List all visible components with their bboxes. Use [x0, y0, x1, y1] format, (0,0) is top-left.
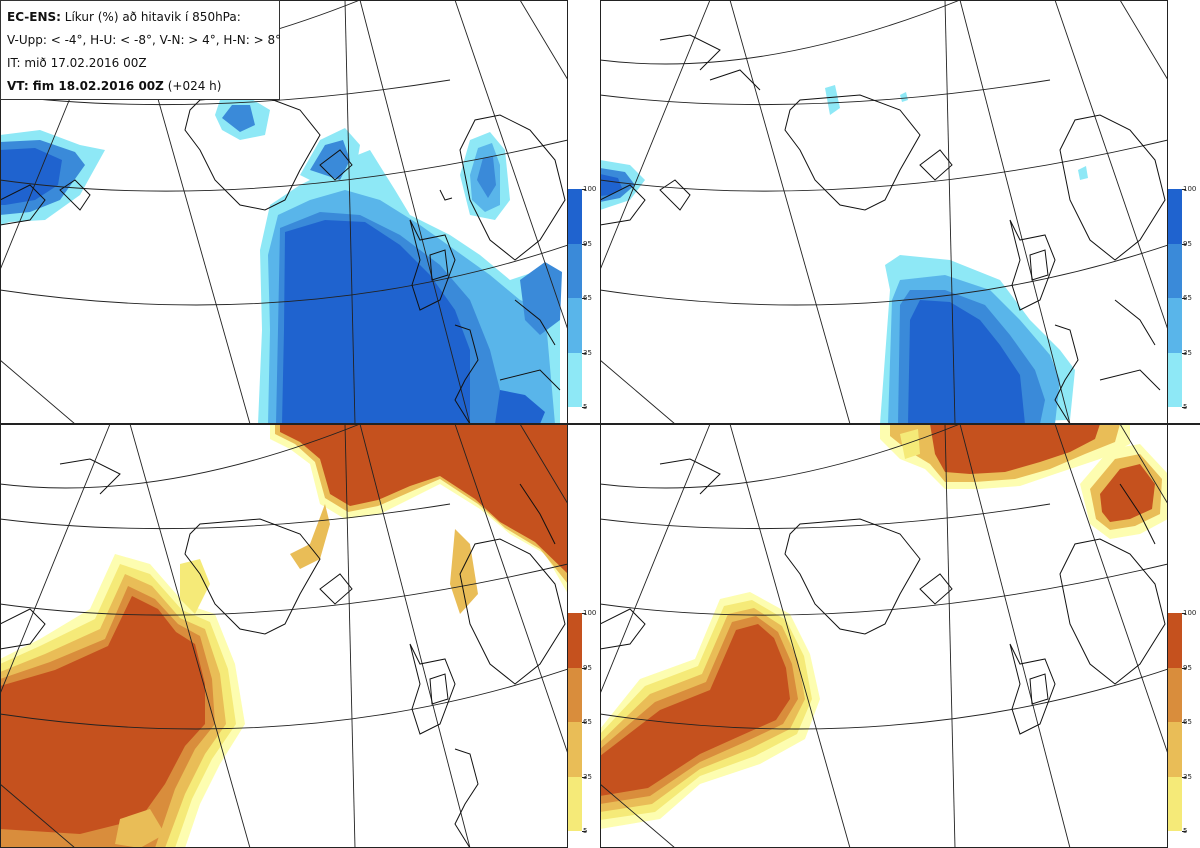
colorbar-tick-label: 65 — [1183, 294, 1192, 302]
probability-map-warm-strong — [600, 424, 1168, 848]
colorbar-segment — [1168, 776, 1182, 831]
colorbar-cold-top-left: 100 95 65 35 5 — [568, 185, 596, 411]
colorbar-segment — [568, 613, 582, 668]
valid-time-line: VT: fim 18.02.2016 00Z (+024 h) — [7, 75, 279, 98]
colorbar-segment — [1168, 352, 1182, 407]
map-panel-warm-moderate — [0, 424, 568, 848]
colorbar-cold-top-right: 100 95 65 35 5 — [1168, 185, 1196, 411]
title-text: Líkur (%) að hitavik í 850hPa: — [64, 10, 241, 24]
colorbar-tick-label: 100 — [1183, 609, 1197, 617]
colorbar-tick-label: 100 — [583, 185, 597, 193]
colorbar-tick-label: 95 — [583, 663, 592, 672]
colorbar-tick-label: 35 — [583, 772, 592, 781]
panel-divider-horizontal — [0, 423, 1200, 425]
colorbar-tick — [582, 776, 586, 778]
colorbar-tick — [582, 613, 586, 614]
colorbar-tick — [1182, 189, 1186, 190]
colorbar-segment — [568, 722, 582, 777]
colorbar-tick — [1182, 352, 1186, 354]
colorbar-tick — [1182, 613, 1186, 614]
colorbar-tick-label: 65 — [583, 294, 592, 302]
colorbar-tick-label: 5 — [583, 403, 588, 411]
thresholds-line: V-Upp: < -4°, H-U: < -8°, V-N: > 4°, H-N… — [7, 33, 282, 47]
colorbar-segment — [568, 243, 582, 298]
lead-time: (+024 h) — [167, 79, 222, 93]
valid-time: VT: fim 18.02.2016 00Z — [7, 79, 164, 93]
colorbar-tick-label: 5 — [1183, 827, 1188, 835]
colorbar-segment — [1168, 722, 1182, 777]
colorbar-tick — [582, 352, 586, 354]
colorbar-segment — [568, 776, 582, 831]
colorbar-tick — [582, 189, 586, 190]
colorbar-tick — [1182, 407, 1186, 408]
colorbar-warm-bottom-right: 100 95 65 35 5 — [1168, 609, 1196, 835]
init-time-line: IT: mið 17.02.2016 00Z — [7, 56, 147, 70]
map-panel-cold-strong — [600, 0, 1168, 424]
colorbar-tick-label: 100 — [583, 609, 597, 617]
probability-map-warm-moderate — [0, 424, 568, 848]
colorbar-warm-bottom-left: 100 95 65 35 5 — [568, 609, 596, 835]
colorbar-tick-label: 5 — [1183, 403, 1188, 411]
probability-map-cold-strong — [600, 0, 1168, 424]
colorbar-tick — [582, 667, 586, 669]
probability-map-cold-moderate — [0, 0, 568, 424]
colorbar-segment — [1168, 298, 1182, 353]
colorbar-segment — [1168, 243, 1182, 298]
colorbar-tick-label: 35 — [583, 348, 592, 357]
colorbar-tick — [1182, 667, 1186, 669]
title-line: EC-ENS: Líkur (%) að hitavik í 850hPa: — [7, 6, 279, 29]
info-legend-box: EC-ENS: Líkur (%) að hitavik í 850hPa: V… — [0, 0, 282, 100]
colorbar-tick — [582, 831, 586, 832]
colorbar-tick — [1182, 298, 1186, 299]
colorbar-segment — [1168, 613, 1182, 668]
colorbar-tick-label: 95 — [1183, 663, 1192, 672]
model-name: EC-ENS: — [7, 10, 61, 24]
colorbar-segment — [568, 352, 582, 407]
colorbar-tick — [1182, 722, 1186, 723]
map-panel-warm-strong — [600, 424, 1168, 848]
colorbar-segment — [1168, 189, 1182, 244]
colorbar-segment — [568, 298, 582, 353]
colorbar-tick-label: 65 — [1183, 718, 1192, 726]
colorbar-tick-label: 100 — [1183, 185, 1197, 193]
colorbar-tick-label: 35 — [1183, 348, 1192, 357]
colorbar-tick — [1182, 831, 1186, 832]
colorbar-segment — [568, 189, 582, 244]
colorbar-tick — [582, 243, 586, 245]
colorbar-tick — [582, 407, 586, 408]
colorbar-tick-label: 65 — [583, 718, 592, 726]
colorbar-segment — [1168, 667, 1182, 722]
colorbar-tick-label: 95 — [1183, 239, 1192, 248]
colorbar-tick — [582, 298, 586, 299]
colorbar-tick — [1182, 776, 1186, 778]
colorbar-tick-label: 35 — [1183, 772, 1192, 781]
colorbar-tick — [582, 722, 586, 723]
colorbar-tick-label: 5 — [583, 827, 588, 835]
colorbar-tick — [1182, 243, 1186, 245]
colorbar-tick-label: 95 — [583, 239, 592, 248]
colorbar-segment — [568, 667, 582, 722]
map-panel-cold-moderate: EC-ENS: Líkur (%) að hitavik í 850hPa: V… — [0, 0, 568, 424]
